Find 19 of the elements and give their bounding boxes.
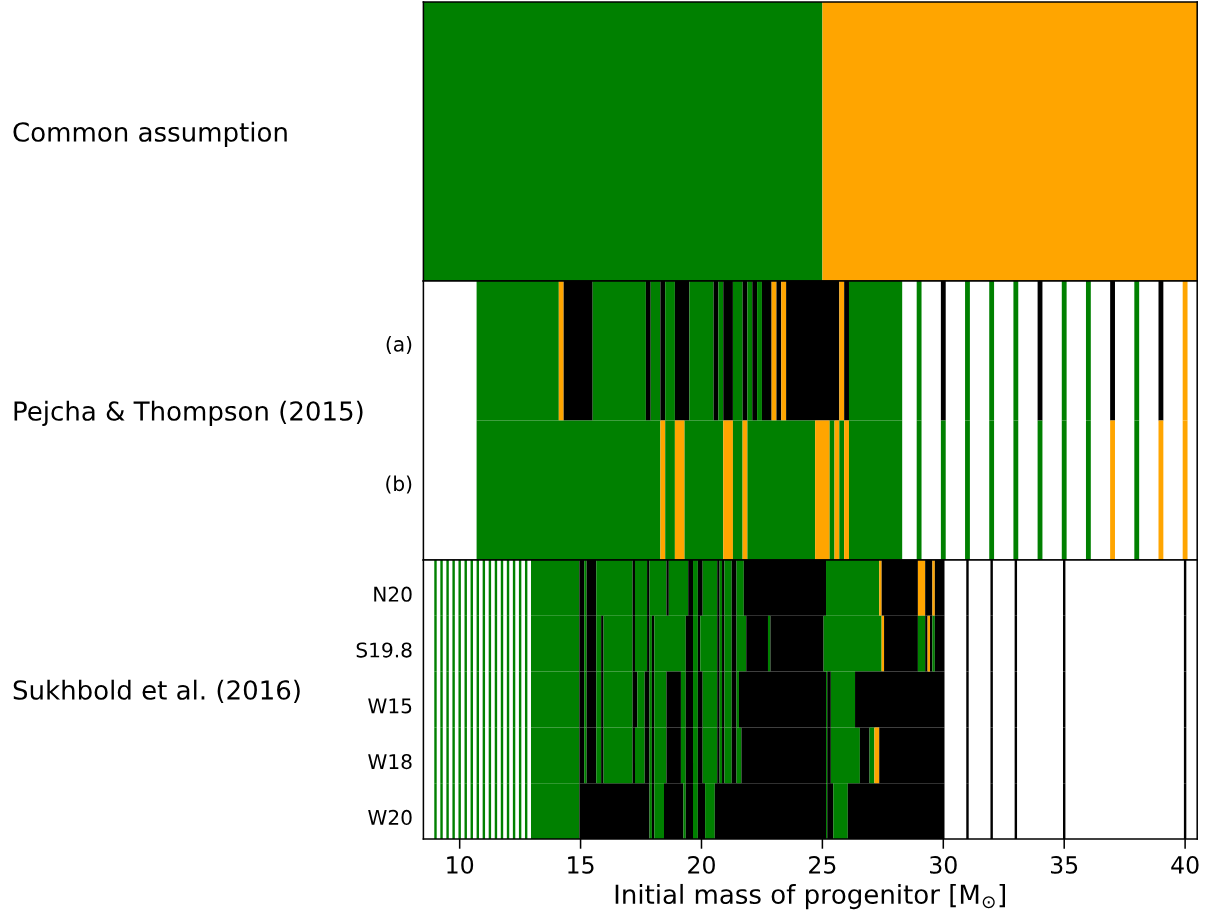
x-tick-label: 40 [1171,855,1199,874]
y-tick-label: W15 [368,698,412,714]
y-tick-label: N20 [374,586,412,602]
y-tick-label: (b) [386,475,412,494]
x-tick-label: 20 [688,855,715,874]
x-axis-title: Initial mass of progenitor [M$_{⊙}$] [615,883,1005,910]
x-tick-label: 35 [1050,855,1078,874]
y-axis-title: Common assumption [13,121,287,147]
y-tick-label: W20 [368,809,412,826]
x-tick-label: 10 [447,855,474,874]
x-tick-label: 15 [568,856,594,874]
x-tick-label: 25 [809,855,836,874]
y-axis-title: Sukhbold et al. (2016) [13,679,300,703]
bar [874,727,880,784]
x-tick-label: 30 [930,855,957,874]
y-tick-label: S19.8 [356,642,412,658]
y-tick-label: (a) [386,336,412,355]
y-axis-title: Pejcha & Thompson (2015) [14,400,363,426]
y-tick-label: W18 [368,754,412,770]
